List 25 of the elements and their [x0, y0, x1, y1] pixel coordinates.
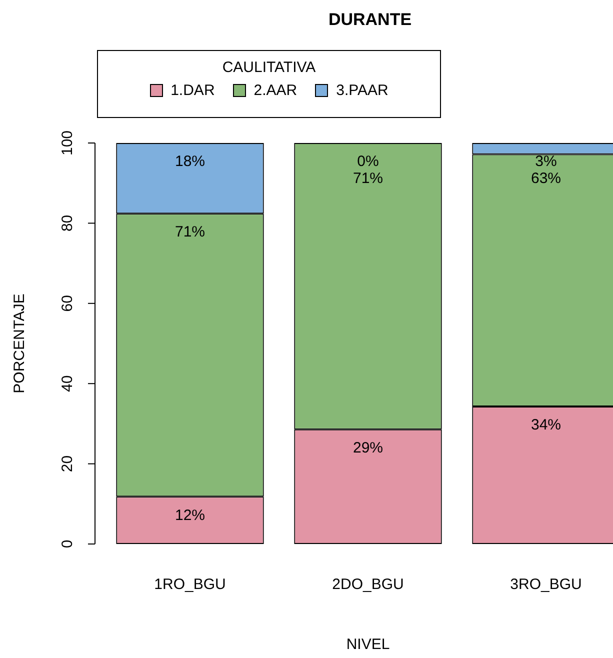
data-label: 71%	[174, 224, 206, 241]
data-label: 12%	[174, 506, 206, 524]
data-label: 18%	[174, 153, 206, 170]
data-label: 3%	[535, 153, 557, 170]
data-label: 63%	[530, 170, 562, 188]
text: 2.AAR	[254, 82, 298, 99]
y-tick-label: 80	[59, 214, 76, 232]
x-axis-title: NIVEL	[346, 636, 390, 654]
y-axis-title: PORCENTAJE	[11, 294, 28, 394]
data-label: 71%	[352, 170, 384, 188]
y-tick-label: 0	[59, 540, 76, 548]
data-label: 29%	[352, 439, 384, 456]
x-tick-label: 3RO_BGU	[510, 576, 582, 594]
legend-title: CAULITATIVA	[221, 59, 317, 76]
y-tick-label: 40	[59, 375, 76, 392]
legend-label: 1.DAR	[170, 82, 215, 99]
x-tick-label: 2DO_BGU	[332, 576, 404, 594]
data-label: 0%	[357, 153, 379, 170]
y-tick-label: 20	[59, 455, 76, 472]
y-tick-label: 60	[59, 295, 76, 312]
y-tick-label: 100	[59, 130, 76, 156]
chart-title: DURANTE	[327, 10, 413, 30]
x-tick-label: 1RO_BGU	[154, 576, 226, 594]
legend-label: 3.PAAR	[336, 82, 388, 99]
data-label: 34%	[530, 416, 562, 434]
